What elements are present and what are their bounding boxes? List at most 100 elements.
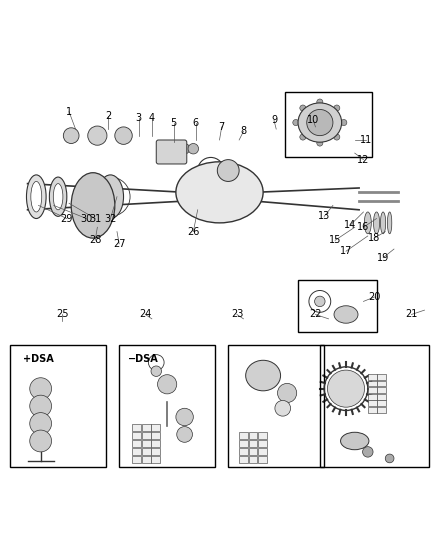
Text: −DSA: −DSA	[127, 354, 158, 365]
Circle shape	[151, 366, 161, 376]
Bar	[258, 456, 266, 463]
Bar	[284, 92, 371, 157]
Bar	[239, 432, 247, 439]
Circle shape	[362, 447, 372, 457]
Bar	[151, 424, 160, 431]
Bar	[367, 407, 376, 413]
Ellipse shape	[333, 306, 357, 323]
Ellipse shape	[245, 360, 280, 391]
Bar	[141, 440, 150, 447]
Bar	[377, 407, 385, 413]
Circle shape	[179, 143, 189, 154]
Circle shape	[177, 426, 192, 442]
Ellipse shape	[380, 212, 385, 234]
Text: 28: 28	[89, 236, 101, 245]
Bar	[297, 280, 376, 332]
Text: 15: 15	[328, 236, 340, 245]
Bar	[132, 448, 141, 455]
Bar	[151, 440, 160, 447]
Bar	[258, 432, 266, 439]
Bar	[377, 400, 385, 406]
Bar	[367, 394, 376, 400]
Bar	[141, 432, 150, 439]
Circle shape	[187, 143, 198, 154]
Bar	[377, 394, 385, 400]
Ellipse shape	[306, 109, 332, 135]
Ellipse shape	[340, 432, 368, 450]
Circle shape	[115, 127, 132, 144]
Ellipse shape	[71, 173, 115, 238]
Bar	[367, 381, 376, 386]
Circle shape	[292, 119, 298, 126]
Circle shape	[88, 126, 107, 145]
Text: 8: 8	[240, 126, 246, 136]
Circle shape	[299, 134, 305, 140]
Circle shape	[277, 383, 296, 402]
Circle shape	[252, 365, 273, 386]
Circle shape	[316, 140, 322, 146]
Text: +DSA: +DSA	[23, 354, 54, 365]
Circle shape	[157, 375, 177, 394]
Bar	[132, 424, 141, 431]
Bar	[132, 432, 141, 439]
Bar	[141, 448, 150, 455]
Circle shape	[274, 400, 290, 416]
Text: 10: 10	[307, 115, 319, 125]
Bar	[239, 440, 247, 447]
Circle shape	[30, 395, 51, 417]
Text: 16: 16	[357, 222, 369, 232]
Text: 18: 18	[367, 233, 380, 243]
Text: 12: 12	[357, 155, 369, 165]
Bar	[119, 345, 215, 467]
Circle shape	[176, 408, 193, 426]
Text: 19: 19	[376, 253, 389, 263]
Ellipse shape	[26, 175, 46, 219]
Ellipse shape	[297, 103, 341, 142]
Ellipse shape	[31, 181, 42, 212]
Text: 24: 24	[139, 310, 151, 319]
Bar	[141, 424, 150, 431]
Text: 4: 4	[148, 113, 155, 123]
Ellipse shape	[387, 212, 391, 234]
Ellipse shape	[327, 370, 364, 407]
Text: 32: 32	[104, 214, 117, 223]
Circle shape	[30, 430, 51, 452]
Bar	[239, 448, 247, 455]
Text: 14: 14	[343, 220, 356, 230]
Ellipse shape	[373, 212, 379, 234]
Text: 1: 1	[66, 107, 72, 117]
Bar	[248, 456, 257, 463]
Circle shape	[299, 105, 305, 111]
Bar	[141, 456, 150, 463]
Circle shape	[63, 128, 79, 143]
Bar	[132, 440, 141, 447]
Ellipse shape	[176, 162, 262, 223]
Circle shape	[78, 190, 108, 221]
Circle shape	[162, 143, 172, 154]
Text: 31: 31	[89, 214, 101, 223]
Text: 29: 29	[60, 214, 73, 223]
Bar	[248, 432, 257, 439]
Bar	[248, 440, 257, 447]
Text: 13: 13	[318, 211, 329, 221]
Circle shape	[333, 105, 339, 111]
Circle shape	[30, 378, 51, 400]
Text: 17: 17	[339, 246, 351, 256]
Bar	[228, 345, 323, 467]
Ellipse shape	[49, 177, 67, 216]
Circle shape	[30, 413, 51, 434]
Bar	[258, 440, 266, 447]
Ellipse shape	[364, 212, 371, 234]
Text: 7: 7	[218, 122, 224, 132]
Bar	[377, 387, 385, 393]
Bar	[367, 400, 376, 406]
Bar	[319, 345, 428, 467]
Bar	[10, 345, 106, 467]
Bar	[367, 374, 376, 380]
Text: 2: 2	[105, 111, 111, 121]
Text: 21: 21	[404, 310, 417, 319]
Bar	[151, 448, 160, 455]
Text: 26: 26	[187, 227, 199, 237]
Text: 23: 23	[230, 310, 243, 319]
Bar	[377, 381, 385, 386]
